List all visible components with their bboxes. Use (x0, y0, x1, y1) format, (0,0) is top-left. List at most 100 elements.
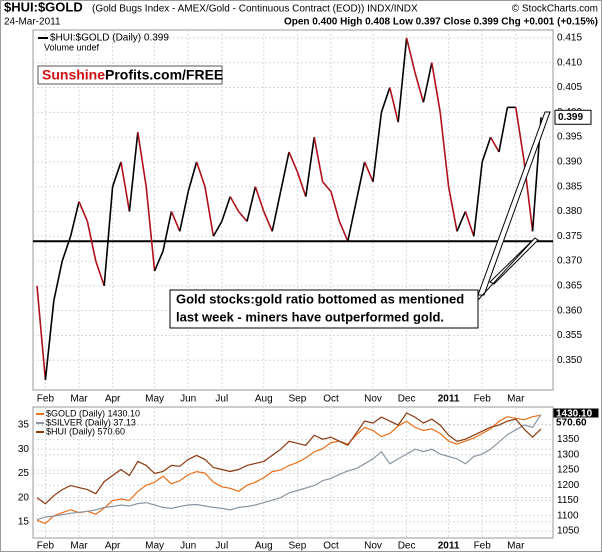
x-tick-label: Nov (364, 394, 382, 405)
end-label-box (554, 109, 592, 125)
y-tick-label: 1250 (557, 465, 580, 476)
legend-entry: $GOLD (Daily) 1430.10 (46, 408, 140, 418)
series-line (36, 414, 542, 521)
line-segment (321, 181, 332, 193)
line-segment (431, 62, 441, 113)
line-segment (296, 171, 307, 197)
line-segment (170, 211, 181, 232)
x-tick-label: Nov (364, 541, 382, 552)
line-segment (95, 260, 105, 287)
line-segment (36, 285, 47, 381)
plot-frame (32, 29, 554, 391)
plot-frame (32, 406, 554, 539)
svg-text:SunshineProfits.com/FREE: SunshineProfits.com/FREE (42, 66, 223, 82)
y-tick-label: 0.395 (557, 132, 582, 143)
line-segment (380, 87, 391, 113)
x-tick-label: Oct (323, 541, 339, 552)
x-tick-label: Feb (474, 394, 492, 405)
line-segment (347, 201, 357, 242)
x-tick-label: Feb (474, 541, 492, 552)
line-segment (145, 186, 156, 272)
line-segment (363, 161, 374, 183)
line-segment (422, 62, 433, 103)
line-segment (237, 210, 248, 222)
line-segment (229, 196, 240, 212)
series-line (36, 412, 542, 505)
line-segment (254, 186, 265, 212)
line-segment (439, 112, 450, 187)
line-segment (128, 132, 139, 212)
date: 24-Mar-2011 (4, 17, 61, 28)
y-tick-label: 0.390 (557, 157, 582, 168)
line-segment (44, 300, 55, 381)
line-segment (330, 191, 341, 222)
line-segment (338, 221, 349, 242)
x-tick-label: Feb (37, 394, 55, 405)
y-tick-label: 0.375 (557, 231, 582, 242)
x-tick-label: 2011 (438, 541, 460, 552)
x-tick-label: Sep (289, 394, 307, 405)
annotation-arrows (477, 111, 551, 301)
y-tick-label: 15 (18, 517, 30, 528)
line-segment (221, 196, 231, 222)
line-segment (86, 221, 97, 262)
y-tick-label: 1050 (557, 526, 580, 537)
line-segment (162, 211, 173, 252)
line-segment (405, 37, 416, 73)
line-segment (313, 136, 324, 182)
y-tick-label: 0.350 (557, 355, 582, 366)
logo-text: Profits.com/FREE (105, 66, 223, 82)
legend-entry: $HUI:$GOLD (Daily) 0.399 (50, 33, 169, 44)
y-tick-label: 0.365 (557, 281, 582, 292)
series-line (36, 414, 542, 525)
line-segment (372, 112, 383, 182)
line-segment (355, 161, 366, 202)
line-segment (212, 221, 223, 237)
x-tick-label: Oct (323, 394, 339, 405)
y-tick-label: 1150 (557, 495, 579, 506)
y-tick-label: 0.385 (557, 181, 582, 192)
x-tick-label: Sep (289, 541, 307, 552)
quote: Open 0.400 High 0.408 Low 0.397 Close 0.… (284, 17, 598, 28)
line-segment (179, 191, 189, 232)
y-tick-label: 30 (18, 444, 30, 455)
line-segment (305, 136, 315, 197)
line-segment (61, 236, 72, 262)
x-tick-label: Mar (70, 394, 88, 405)
y-tick-label: 0.380 (557, 206, 582, 217)
y-tick-label: 0.360 (557, 305, 582, 316)
x-tick-label: Jul (215, 541, 228, 552)
legend-entry: $SILVER (Daily) 37.13 (46, 417, 136, 427)
line-segment (204, 186, 215, 237)
line-segment (195, 161, 206, 187)
y-tick-label: 35 (18, 420, 30, 431)
line-segment (489, 136, 500, 153)
line-segment (103, 186, 114, 286)
x-tick-label: Mar (507, 541, 525, 552)
line-segment (447, 186, 458, 232)
x-tick-label: Mar (70, 541, 88, 552)
line-segment (473, 161, 483, 237)
annotation-box (169, 289, 479, 329)
logo-box (37, 65, 223, 85)
y-tick-label: 0.410 (557, 57, 582, 68)
source: © StockCharts.com (512, 4, 598, 15)
y-tick-label: 1350 (557, 434, 580, 445)
line-segment (78, 201, 89, 222)
x-tick-label: Apr (105, 541, 121, 552)
line-segment (456, 211, 467, 232)
x-tick-label: Aug (255, 394, 273, 405)
volume-note: Volume undef (44, 42, 100, 52)
line-segment (515, 107, 525, 163)
line-segment (263, 211, 273, 232)
x-tick-label: Aug (255, 541, 273, 552)
y-tick-label: 20 (18, 492, 30, 503)
end-label: 1430.10 (556, 409, 593, 420)
line-segment (111, 161, 122, 187)
y-tick-label: 1100 (557, 510, 579, 521)
line-segment (498, 107, 509, 153)
x-tick-label: Dec (398, 541, 416, 552)
line-segment (389, 87, 399, 123)
x-tick-label: 2011 (438, 394, 460, 405)
